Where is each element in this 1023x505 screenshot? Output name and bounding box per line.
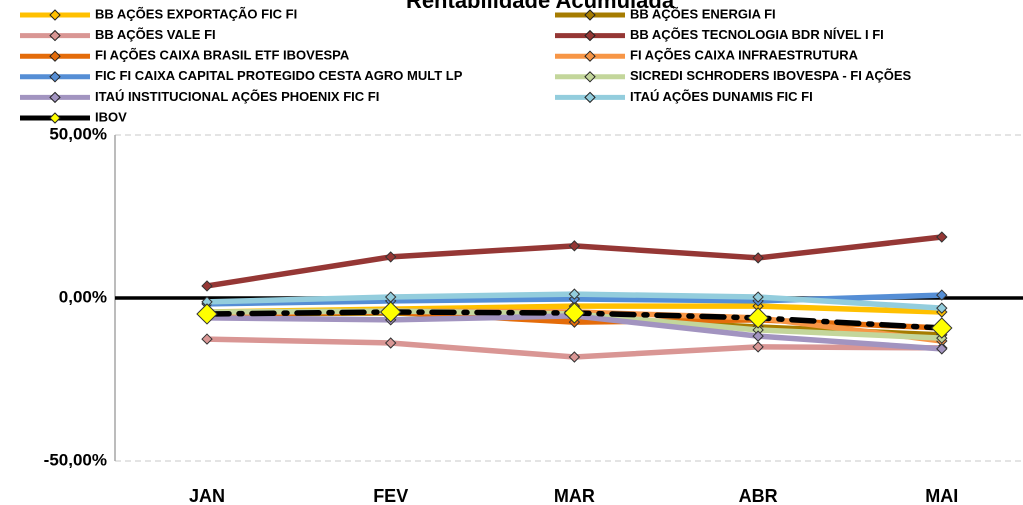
legend-label: FI AÇÕES CAIXA BRASIL ETF IBOVESPA bbox=[95, 48, 350, 63]
point-marker bbox=[568, 288, 581, 300]
x-tick-label: FEV bbox=[373, 486, 408, 505]
point-marker bbox=[936, 289, 948, 301]
point-marker bbox=[568, 351, 581, 363]
legend-marker bbox=[584, 50, 596, 62]
x-tick-label: JAN bbox=[189, 486, 225, 505]
point-marker bbox=[752, 291, 764, 303]
point-marker bbox=[201, 333, 213, 345]
legend-marker bbox=[584, 29, 596, 42]
legend-label: BB AÇÕES ENERGIA FI bbox=[630, 6, 776, 21]
legend-marker bbox=[584, 91, 596, 104]
legend-marker bbox=[49, 50, 61, 62]
legend-marker bbox=[584, 71, 596, 83]
legend-label: BB AÇÕES EXPORTAÇÃO FIC FI bbox=[95, 6, 297, 21]
y-tick-label: 0,00% bbox=[59, 287, 107, 306]
point-marker bbox=[936, 231, 948, 243]
legend-label: ITAÚ INSTITUCIONAL AÇÕES PHOENIX FIC FI bbox=[95, 89, 379, 104]
legend-label: SICREDI SCHRODERS IBOVESPA - FI AÇÕES bbox=[630, 68, 912, 83]
point-marker bbox=[752, 252, 764, 264]
point-marker bbox=[936, 302, 948, 314]
legend-marker bbox=[49, 112, 61, 124]
legend-marker bbox=[49, 91, 61, 104]
legend-marker bbox=[49, 29, 61, 42]
point-marker bbox=[384, 251, 397, 263]
x-tick-label: ABR bbox=[739, 486, 778, 505]
point-marker bbox=[563, 302, 586, 324]
legend-marker bbox=[49, 9, 61, 21]
legend-label: BB AÇÕES TECNOLOGIA BDR NÍVEL I FI bbox=[630, 27, 884, 42]
legend-marker bbox=[584, 9, 596, 21]
chart-title: Rentabilidade Acumulada bbox=[406, 0, 675, 13]
point-marker bbox=[931, 317, 953, 339]
legend-label: ITAÚ AÇÕES DUNAMIS FIC FI bbox=[630, 89, 813, 104]
point-marker bbox=[196, 303, 218, 325]
y-tick-label: -50,00% bbox=[44, 450, 107, 469]
legend-label: FI AÇÕES CAIXA INFRAESTRUTURA bbox=[630, 48, 859, 63]
point-marker bbox=[752, 330, 764, 342]
point-marker bbox=[384, 337, 397, 349]
x-tick-label: MAI bbox=[925, 486, 958, 505]
point-marker bbox=[747, 307, 769, 329]
point-marker bbox=[201, 280, 213, 292]
point-marker bbox=[936, 343, 948, 355]
point-marker bbox=[752, 341, 764, 353]
x-tick-label: MAR bbox=[554, 486, 595, 505]
legend-marker bbox=[49, 71, 61, 83]
legend-label: FIC FI CAIXA CAPITAL PROTEGIDO CESTA AGR… bbox=[95, 68, 463, 83]
legend-label: BB AÇÕES VALE FI bbox=[95, 27, 216, 42]
point-marker bbox=[568, 240, 581, 252]
legend-label: IBOV bbox=[95, 109, 127, 124]
y-tick-label: 50,00% bbox=[49, 124, 107, 143]
point-marker bbox=[379, 301, 402, 323]
